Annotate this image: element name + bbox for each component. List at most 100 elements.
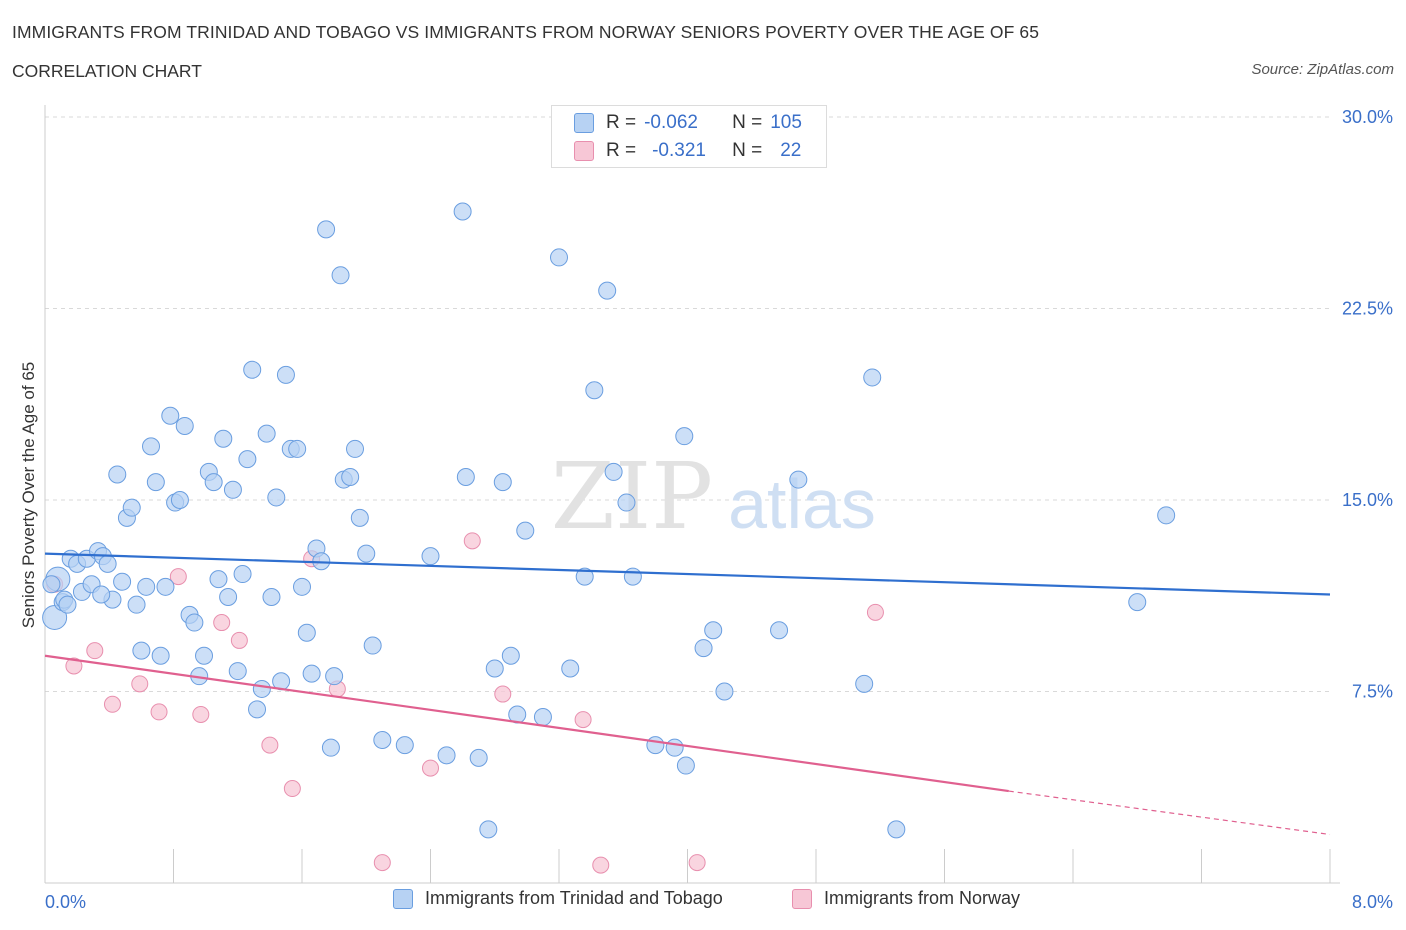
norway-point — [230, 631, 248, 649]
trinidad-point — [646, 736, 665, 755]
trinidad-point — [341, 468, 360, 487]
trinidad-point — [479, 820, 498, 839]
norway-point — [103, 695, 121, 713]
trinidad-point — [214, 429, 233, 448]
n-label: N = — [732, 140, 763, 161]
trinidad-point — [252, 679, 271, 698]
norway-point — [150, 703, 168, 721]
norway-point — [373, 854, 391, 872]
trinidad-point — [1157, 506, 1176, 525]
y-tick-label: 15.0% — [1342, 490, 1393, 510]
trinidad-point — [453, 202, 472, 221]
trinidad-point — [195, 646, 214, 665]
chart-subtitle: CORRELATION CHART — [12, 61, 202, 81]
trinidad-point — [493, 473, 512, 492]
trinidad-point — [575, 567, 594, 586]
trinidad-point — [437, 746, 456, 765]
trinidad-point — [331, 266, 350, 285]
trinidad-point — [363, 636, 382, 655]
trinidad-point — [170, 491, 189, 509]
trinidad-point — [113, 572, 132, 591]
y-axis-label: Seniors Poverty Over the Age of 65 — [19, 362, 38, 628]
trinidad-point — [598, 281, 617, 300]
trinidad-point — [92, 585, 111, 604]
trinidad-point — [863, 368, 882, 387]
trinidad-point — [676, 756, 695, 775]
trinidad-point — [675, 427, 694, 446]
r-value: -0.321 — [652, 140, 706, 161]
trinidad-point — [623, 567, 642, 586]
norway-point — [169, 568, 187, 586]
trinidad-point — [561, 659, 580, 678]
trinidad-point — [151, 646, 170, 665]
trinidad-point — [233, 565, 252, 584]
n-label: N = — [732, 112, 763, 133]
trinidad-point — [789, 470, 808, 489]
stats-legend-box: R = -0.062 N = 105 R = -0.321 N = 22 — [551, 105, 827, 168]
trinidad-point — [485, 659, 504, 678]
trinidad-point — [373, 731, 392, 750]
norway-point — [192, 705, 210, 723]
chart-title: IMMIGRANTS FROM TRINIDAD AND TOBAGO VS I… — [12, 22, 1040, 42]
trinidad-point — [248, 700, 267, 719]
trinidad-point — [704, 621, 723, 640]
trinidad-point — [317, 220, 336, 239]
y-tick-label: 22.5% — [1342, 299, 1393, 319]
trinidad-point — [276, 365, 295, 384]
legend-label-trinidad: Immigrants from Trinidad and Tobago — [425, 888, 723, 908]
norway-point — [213, 614, 231, 632]
trinidad-point — [219, 588, 238, 607]
norway-point — [494, 685, 512, 703]
x-tick-label-max: 8.0% — [1352, 892, 1393, 912]
norway-point — [422, 759, 439, 777]
norway-legend-swatch — [792, 888, 812, 909]
legend-item-norway: Immigrants from Norway — [792, 888, 1020, 909]
n-value: 105 — [770, 112, 802, 133]
trinidad-point — [293, 577, 311, 596]
trinidad-point — [550, 248, 568, 267]
norway-point — [463, 532, 481, 550]
trinidad-point — [469, 748, 488, 767]
trinidad-point — [127, 595, 146, 614]
trinidad-point — [325, 667, 344, 686]
trinidad-point — [887, 820, 906, 839]
trinidad-point — [228, 662, 247, 681]
trinidad-point — [585, 381, 604, 400]
bottom-legend: Immigrants from Trinidad and Tobago Immi… — [0, 888, 1406, 916]
trinidad-point — [395, 736, 414, 755]
trinidad-point — [209, 570, 228, 589]
trinidad-point — [132, 641, 151, 660]
norway-trend-extension — [1008, 790, 1331, 836]
norway-point — [283, 780, 301, 798]
source-label: Source: ZipAtlas.com — [1251, 61, 1394, 78]
norway-point — [131, 675, 149, 693]
trinidad-point — [175, 416, 194, 435]
norway-point — [574, 711, 592, 729]
trinidad-point — [137, 577, 156, 596]
trinidad-point — [617, 493, 636, 512]
y-tick-label: 30.0% — [1342, 107, 1393, 127]
trend-lines — [44, 552, 1331, 836]
series-trinidad-points — [42, 202, 1176, 839]
n-value: 22 — [780, 140, 802, 161]
trinidad-point — [243, 360, 262, 379]
trinidad-swatch — [574, 113, 594, 133]
trinidad-point — [108, 465, 127, 484]
y-tick-label: 7.5% — [1352, 682, 1393, 702]
stats-row-norway: R = -0.321 N = 22 — [574, 140, 801, 162]
axes — [44, 105, 1340, 884]
trinidad-point — [350, 508, 369, 527]
trinidad-point — [161, 406, 180, 425]
trinidad-point — [604, 462, 623, 481]
trinidad-point — [257, 424, 276, 443]
norway-swatch — [574, 141, 594, 161]
trinidad-point — [770, 621, 789, 640]
trinidad-point — [346, 439, 365, 458]
trinidad-point — [185, 613, 204, 632]
r-value: -0.062 — [644, 112, 698, 133]
trinidad-point — [357, 544, 376, 563]
trinidad-point — [267, 488, 286, 507]
trinidad-point — [142, 437, 161, 456]
trinidad-point — [665, 738, 684, 757]
